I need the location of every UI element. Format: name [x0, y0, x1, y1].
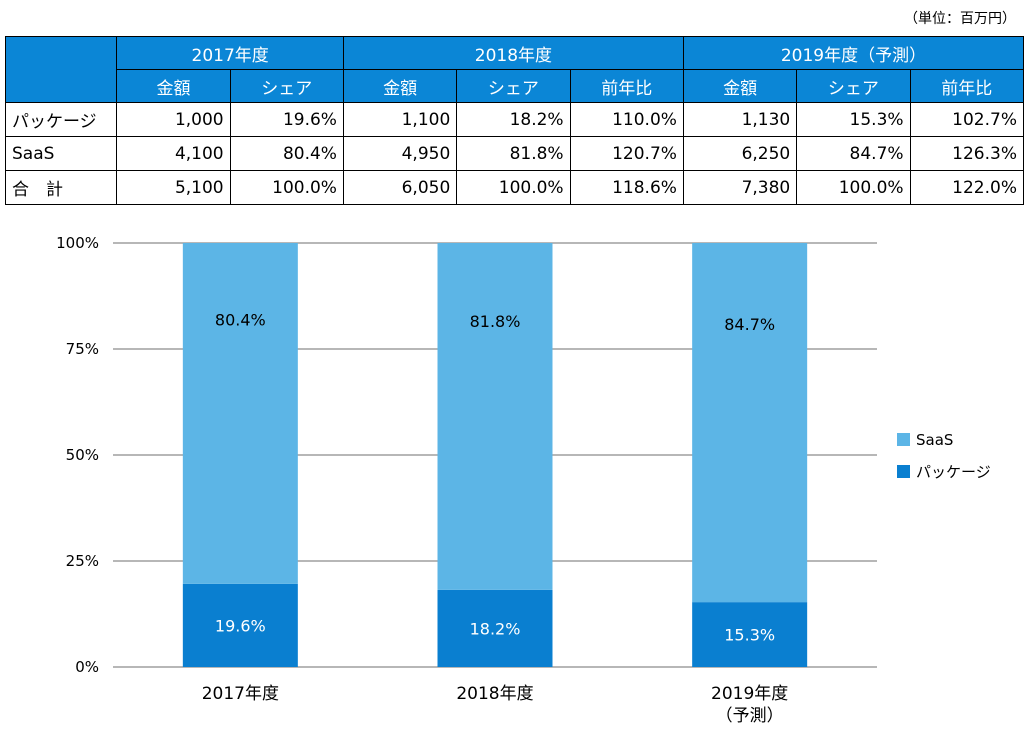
- legend-swatch: [897, 433, 910, 446]
- table-cell: 6,050: [342, 170, 458, 205]
- sub-header: シェア: [229, 69, 344, 103]
- bar-saas: [692, 243, 808, 603]
- table-cell: 15.3%: [796, 102, 911, 137]
- stacked-bar-chart: 0% 25% 50% 75% 100% 19.6% 80.4% 2017年度 18.2% 81.8…: [56, 234, 991, 726]
- y-tick-label: 50%: [66, 446, 99, 464]
- year-header: 2017年度: [116, 36, 344, 70]
- sub-header: 前年比: [569, 69, 684, 103]
- bar-package: [692, 602, 808, 667]
- table-cell: 18.2%: [456, 102, 571, 137]
- bar-package: [437, 589, 553, 667]
- sub-header: 金額: [116, 69, 231, 103]
- table-cell: 7,380: [682, 170, 798, 205]
- table-cell: 1,000: [116, 102, 231, 137]
- table-cell: 102.7%: [909, 102, 1025, 137]
- corner-cell: [4, 36, 118, 103]
- sub-header-row: 金額 シェア 金額 シェア 前年比 金額 シェア 前年比: [6, 69, 1025, 103]
- row-label: SaaS: [4, 136, 118, 171]
- sub-header: シェア: [796, 69, 911, 103]
- bar-value-label: 84.7%: [724, 315, 775, 334]
- sub-header: 前年比: [909, 69, 1025, 103]
- row-label: 合 計: [4, 170, 118, 205]
- table-cell: 100.0%: [456, 170, 571, 205]
- table-cell: 80.4%: [229, 136, 344, 171]
- bar-value-label: 18.2%: [470, 619, 521, 638]
- table-cell: 1,130: [682, 102, 798, 137]
- bar-value-label: 81.8%: [470, 312, 521, 331]
- table-row: SaaS 4,100 80.4% 4,950 81.8% 120.7% 6,25…: [4, 136, 1025, 171]
- table-cell: 81.8%: [456, 136, 571, 171]
- table-cell: 6,250: [682, 136, 798, 171]
- table-row: パッケージ 1,000 19.6% 1,100 18.2% 110.0% 1,1…: [4, 102, 1025, 137]
- table-row-total: 合 計 5,100 100.0% 6,050 100.0% 118.6% 7,3…: [4, 170, 1025, 205]
- table-cell: 118.6%: [569, 170, 684, 205]
- sub-header: 金額: [682, 69, 798, 103]
- table-cell: 122.0%: [909, 170, 1025, 205]
- year-header: 2019年度（予測）: [682, 36, 1025, 70]
- y-tick-label: 75%: [66, 340, 99, 358]
- table-cell: 120.7%: [569, 136, 684, 171]
- bar-value-label: 19.6%: [215, 616, 266, 635]
- table-cell: 100.0%: [229, 170, 344, 205]
- x-category-label: 2018年度: [456, 684, 533, 704]
- sub-header: 金額: [342, 69, 458, 103]
- x-category-label: 2019年度: [711, 684, 788, 704]
- legend-label: パッケージ: [916, 463, 991, 481]
- bar-saas: [437, 243, 553, 590]
- bar-package: [182, 583, 298, 667]
- table-cell: 84.7%: [796, 136, 911, 171]
- legend-label: SaaS: [916, 431, 953, 449]
- bar-value-label: 80.4%: [215, 311, 266, 330]
- table-cell: 4,950: [342, 136, 458, 171]
- y-tick-label: 100%: [56, 234, 99, 252]
- table-cell: 4,100: [116, 136, 231, 171]
- table-cell: 110.0%: [569, 102, 684, 137]
- y-tick-label: 0%: [75, 658, 99, 676]
- market-size-table: 2017年度 2018年度 2019年度（予測） 金額 シェア 金額 シェア 前…: [4, 36, 1025, 205]
- year-header: 2018年度: [342, 36, 684, 70]
- bar-saas: [182, 243, 298, 584]
- year-header-row: 2017年度 2018年度 2019年度（予測）: [4, 36, 1025, 103]
- unit-label: （単位：百万円）: [904, 11, 1016, 27]
- legend-swatch: [897, 465, 910, 478]
- y-tick-label: 25%: [66, 552, 99, 570]
- table-cell: 5,100: [116, 170, 231, 205]
- x-category-label: 2017年度: [202, 684, 279, 704]
- table-cell: 126.3%: [909, 136, 1025, 171]
- table-cell: 19.6%: [229, 102, 344, 137]
- table-cell: 1,100: [342, 102, 458, 137]
- row-label: パッケージ: [4, 102, 118, 137]
- sub-header: シェア: [456, 69, 571, 103]
- x-category-label: （予測）: [716, 706, 784, 726]
- table-cell: 100.0%: [796, 170, 911, 205]
- bar-value-label: 15.3%: [724, 626, 775, 645]
